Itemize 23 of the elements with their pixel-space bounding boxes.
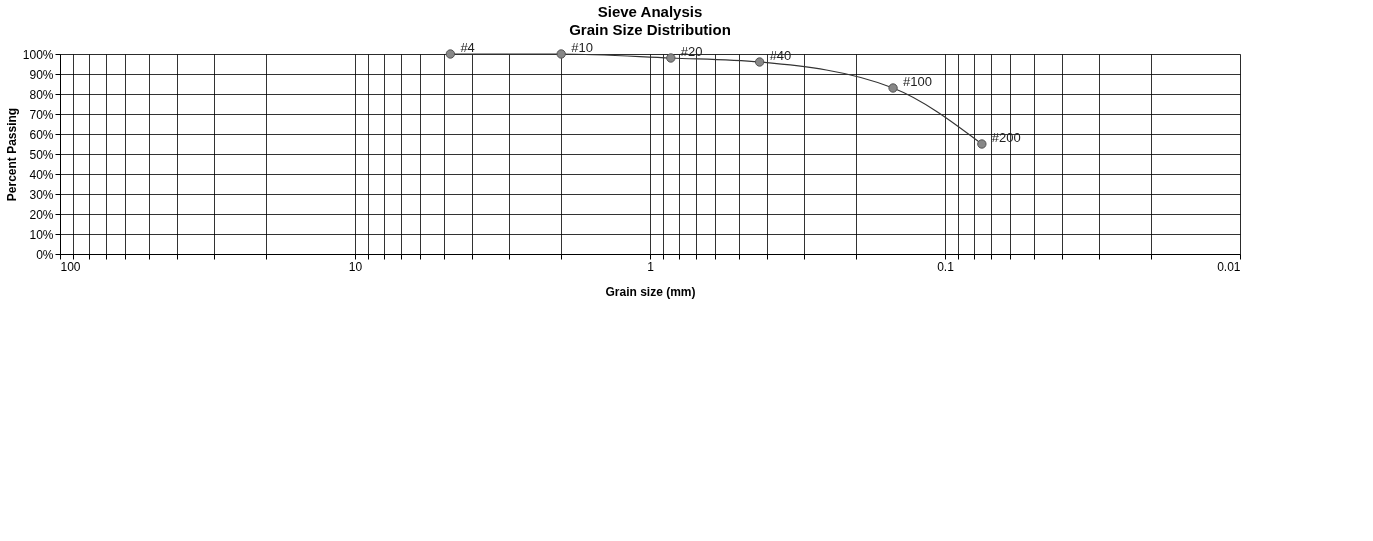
y-tick-label: 100% — [22, 47, 54, 62]
x-tick-label: 1 — [647, 259, 655, 274]
chart-title: Sieve Analysis — [597, 3, 703, 20]
annotation: #10 — [571, 40, 593, 55]
x-tick-label: 100 — [60, 259, 81, 274]
y-tick-label: 50% — [29, 147, 54, 162]
x-tick-label: 0.01 — [1217, 259, 1241, 274]
y-tick-label: 70% — [29, 107, 54, 122]
x-tick-label: 10 — [348, 259, 363, 274]
y-tick-label: 0% — [36, 247, 54, 262]
x-axis-title: Grain size (mm) — [605, 284, 696, 299]
y-tick-label: 40% — [29, 167, 54, 182]
chart-subtitle: Grain Size Distribution — [569, 21, 731, 38]
y-axis-title: Percent Passing — [4, 107, 19, 202]
annotation: #100 — [903, 74, 932, 89]
y-tick-label: 90% — [29, 67, 54, 82]
y-tick-label: 10% — [29, 227, 54, 242]
y-tick-label: 80% — [29, 87, 54, 102]
y-tick-label: 60% — [29, 127, 54, 142]
x-tick-label: 0.1 — [937, 259, 955, 274]
y-tick-label: 20% — [29, 207, 54, 222]
annotation: #4 — [460, 40, 475, 55]
y-tick-label: 30% — [29, 187, 54, 202]
